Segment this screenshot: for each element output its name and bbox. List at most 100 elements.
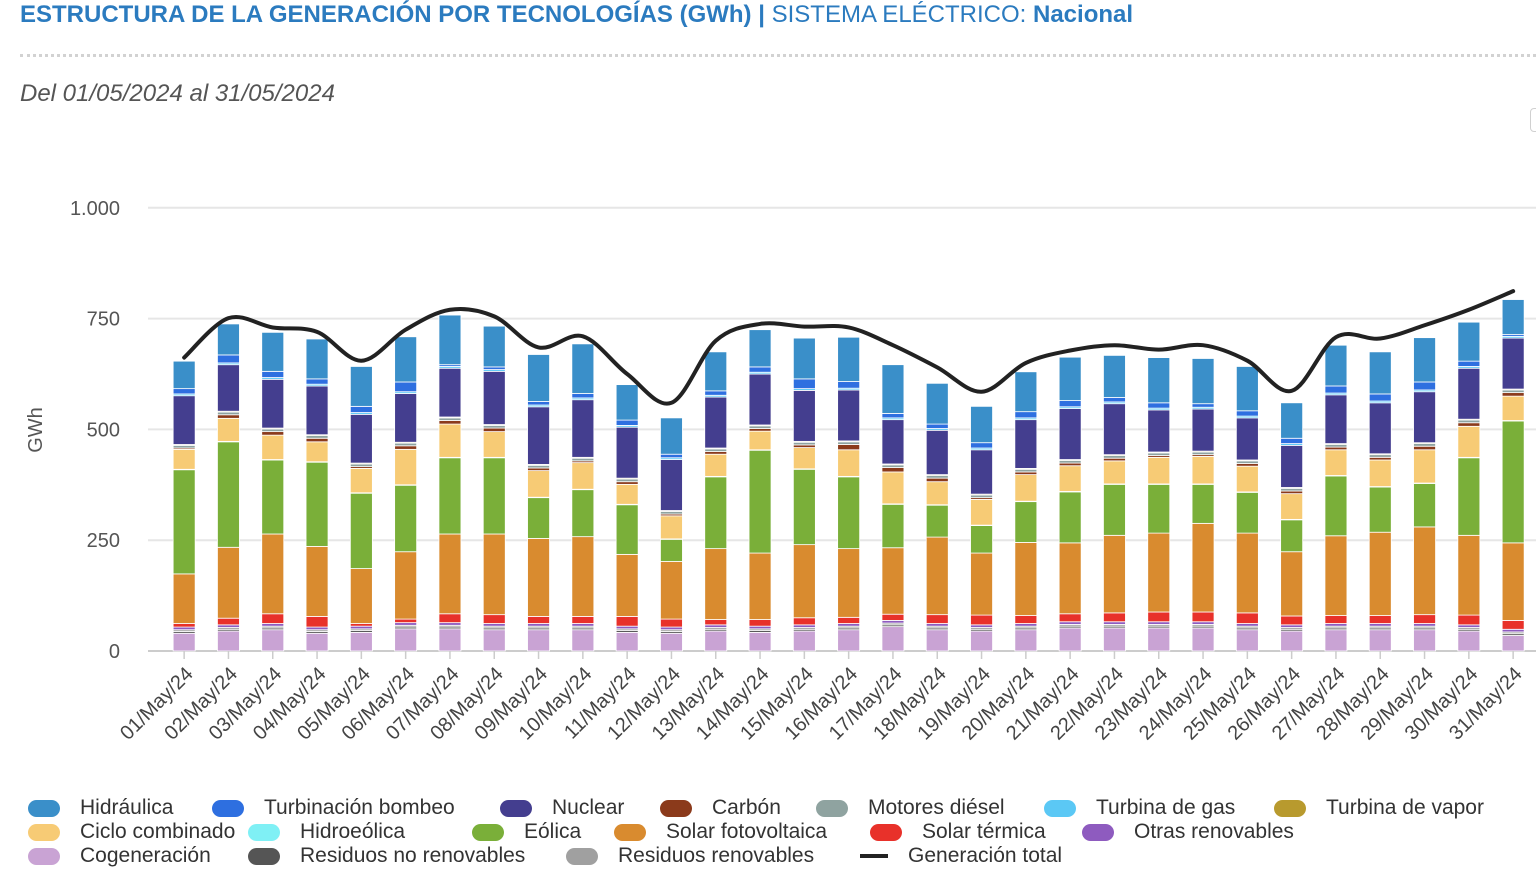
bar-segment[interactable] — [1014, 629, 1038, 652]
bar-stack[interactable] — [881, 364, 905, 652]
bar-segment[interactable] — [1457, 614, 1481, 626]
bar-segment[interactable] — [970, 449, 993, 495]
bar-segment[interactable] — [571, 393, 595, 399]
bar-segment[interactable] — [482, 457, 506, 535]
bar-segment[interactable] — [1324, 629, 1348, 652]
bar-segment[interactable] — [1324, 449, 1348, 476]
bar-segment[interactable] — [217, 354, 240, 364]
bar-segment[interactable] — [615, 504, 639, 555]
bar-segment[interactable] — [1058, 356, 1082, 401]
bar-segment[interactable] — [748, 373, 772, 426]
bar-segment[interactable] — [1235, 417, 1259, 461]
bar-stack[interactable] — [482, 325, 506, 652]
bar-segment[interactable] — [1368, 629, 1392, 652]
bar-segment[interactable] — [1191, 611, 1215, 623]
bar-segment[interactable] — [1103, 354, 1126, 398]
bar-segment[interactable] — [1147, 402, 1171, 409]
bar-segment[interactable] — [261, 459, 285, 535]
bar-segment[interactable] — [970, 614, 993, 626]
legend-item[interactable]: Solar térmica — [870, 820, 1046, 844]
bar-segment[interactable] — [527, 354, 550, 402]
bar-segment[interactable] — [837, 381, 861, 389]
bar-segment[interactable] — [1235, 629, 1259, 652]
bar-segment[interactable] — [1501, 542, 1525, 621]
bar-segment[interactable] — [1235, 491, 1259, 534]
bar-segment[interactable] — [305, 461, 329, 547]
bar-stack[interactable] — [615, 384, 639, 652]
bar-segment[interactable] — [660, 561, 683, 620]
bar-segment[interactable] — [1147, 409, 1171, 453]
bar-segment[interactable] — [1280, 437, 1304, 444]
bar-segment[interactable] — [1058, 613, 1082, 623]
bar-stack[interactable] — [1368, 351, 1392, 652]
bar-segment[interactable] — [748, 329, 772, 368]
bar-segment[interactable] — [1103, 403, 1126, 456]
bar-segment[interactable] — [1457, 422, 1481, 427]
bar-segment[interactable] — [261, 629, 285, 652]
bar-segment[interactable] — [527, 629, 550, 652]
bar-stack[interactable] — [1014, 371, 1038, 652]
bar-segment[interactable] — [704, 351, 728, 392]
bar-segment[interactable] — [837, 629, 861, 652]
bar-segment[interactable] — [305, 338, 329, 380]
bar-segment[interactable] — [1191, 522, 1215, 613]
bar-segment[interactable] — [1413, 449, 1436, 484]
bar-segment[interactable] — [704, 619, 728, 626]
bar-stack[interactable] — [1103, 354, 1126, 652]
bar-segment[interactable] — [482, 533, 506, 616]
bar-segment[interactable] — [1368, 531, 1392, 616]
bar-segment[interactable] — [925, 423, 949, 429]
bar-segment[interactable] — [792, 544, 816, 619]
bar-segment[interactable] — [217, 417, 240, 442]
legend-item[interactable]: Cogeneración — [28, 844, 211, 868]
bar-segment[interactable] — [438, 533, 462, 615]
bar-segment[interactable] — [1191, 483, 1215, 524]
bar-segment[interactable] — [748, 430, 772, 451]
bar-stack[interactable] — [172, 360, 196, 652]
bar-segment[interactable] — [1191, 403, 1215, 408]
bar-segment[interactable] — [1147, 357, 1171, 404]
bar-segment[interactable] — [660, 459, 683, 511]
bar-stack[interactable] — [261, 331, 285, 652]
bar-segment[interactable] — [172, 448, 196, 470]
bar-segment[interactable] — [438, 423, 462, 458]
bar-segment[interactable] — [394, 628, 418, 652]
bar-segment[interactable] — [349, 631, 373, 652]
bar-segment[interactable] — [394, 448, 418, 486]
bar-stack[interactable] — [1324, 344, 1348, 652]
bar-segment[interactable] — [1368, 486, 1392, 533]
bar-segment[interactable] — [1191, 408, 1215, 452]
bar-segment[interactable] — [881, 613, 905, 621]
bar-segment[interactable] — [792, 378, 816, 390]
bar-segment[interactable] — [261, 434, 285, 460]
bar-segment[interactable] — [349, 413, 373, 464]
bar-segment[interactable] — [1014, 615, 1038, 624]
bar-segment[interactable] — [881, 626, 905, 652]
bar-segment[interactable] — [1103, 612, 1126, 623]
bar-segment[interactable] — [1280, 630, 1304, 652]
bar-segment[interactable] — [704, 548, 728, 620]
bar-segment[interactable] — [1413, 337, 1436, 383]
bar-segment[interactable] — [1413, 629, 1436, 652]
bar-segment[interactable] — [1457, 321, 1481, 362]
bar-segment[interactable] — [217, 617, 240, 626]
bar-segment[interactable] — [1368, 459, 1392, 487]
bar-segment[interactable] — [261, 431, 285, 436]
bar-segment[interactable] — [438, 457, 462, 535]
bar-segment[interactable] — [1413, 381, 1436, 391]
bar-segment[interactable] — [748, 631, 772, 652]
bar-segment[interactable] — [881, 413, 905, 419]
bar-segment[interactable] — [792, 389, 816, 442]
legend-item[interactable]: Hidroeólica — [248, 820, 405, 844]
bar-segment[interactable] — [349, 405, 373, 413]
bar-segment[interactable] — [1324, 394, 1348, 444]
bar-segment[interactable] — [349, 492, 373, 569]
legend-item[interactable]: Otras renovables — [1082, 820, 1294, 844]
bar-stack[interactable] — [1413, 337, 1436, 652]
bar-segment[interactable] — [615, 483, 639, 505]
bar-segment[interactable] — [1368, 351, 1392, 395]
bar-segment[interactable] — [1368, 402, 1392, 455]
bar-segment[interactable] — [881, 419, 905, 465]
bar-segment[interactable] — [881, 471, 905, 505]
bar-segment[interactable] — [792, 617, 816, 626]
